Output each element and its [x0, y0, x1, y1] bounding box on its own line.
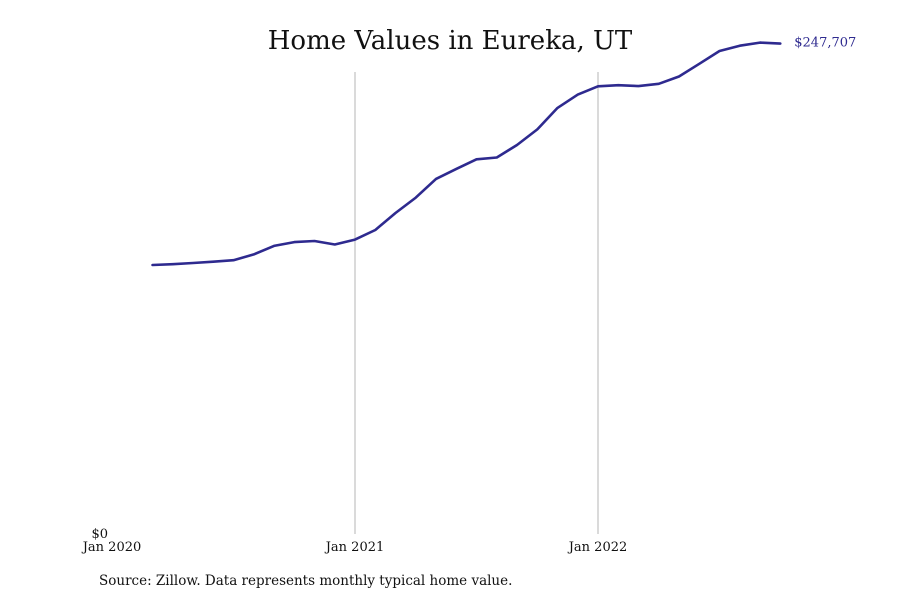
- end-value-label: $247,707: [794, 36, 856, 51]
- chart-title: Home Values in Eureka, UT: [267, 26, 633, 56]
- x-tick-label: Jan 2020: [81, 540, 142, 555]
- grid-lines: [354, 72, 599, 534]
- x-tick-label: Jan 2021: [324, 540, 385, 555]
- y-tick-label: $0: [91, 527, 108, 542]
- source-note: Source: Zillow. Data represents monthly …: [99, 573, 513, 589]
- series-group: [151, 41, 782, 267]
- series-line: [151, 41, 782, 267]
- x-axis-ticks: Jan 2020 Jan 2021 Jan 2022: [81, 540, 628, 555]
- x-tick-label: Jan 2022: [567, 540, 628, 555]
